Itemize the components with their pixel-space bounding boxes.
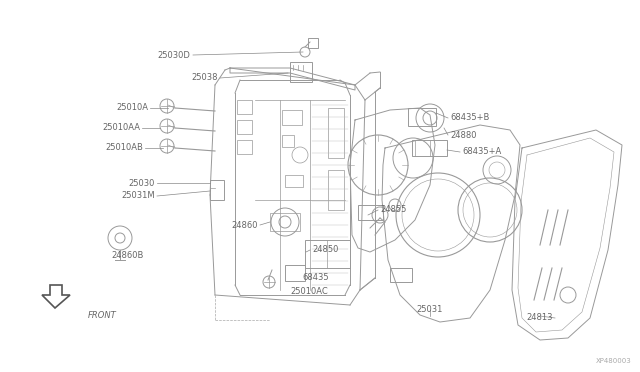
Text: 25010A: 25010A xyxy=(116,103,148,112)
Bar xyxy=(237,120,252,134)
Bar xyxy=(282,135,294,147)
Bar xyxy=(328,170,344,210)
Bar xyxy=(210,180,224,200)
Bar xyxy=(390,268,412,282)
Text: XP480003: XP480003 xyxy=(596,358,632,364)
Text: 24860B: 24860B xyxy=(112,250,144,260)
Bar xyxy=(237,100,252,114)
Bar xyxy=(408,108,436,126)
Bar xyxy=(282,110,302,125)
Bar xyxy=(285,175,303,187)
Text: 24860: 24860 xyxy=(232,221,258,230)
Bar xyxy=(358,205,383,220)
Text: 25010AB: 25010AB xyxy=(105,144,143,153)
Text: 68435+B: 68435+B xyxy=(450,113,490,122)
Text: 25010AA: 25010AA xyxy=(102,124,140,132)
Bar xyxy=(305,240,350,268)
Text: 24850: 24850 xyxy=(312,246,339,254)
Bar xyxy=(290,62,312,82)
Bar xyxy=(412,140,447,156)
Text: 25030: 25030 xyxy=(129,179,155,187)
Text: 25031M: 25031M xyxy=(122,192,155,201)
Text: 25030D: 25030D xyxy=(157,51,190,60)
Text: 68435+A: 68435+A xyxy=(462,148,501,157)
Text: 25038: 25038 xyxy=(191,74,218,83)
Bar xyxy=(328,108,344,158)
Bar xyxy=(270,213,300,231)
Text: FRONT: FRONT xyxy=(88,311,116,321)
Text: 25031: 25031 xyxy=(417,305,443,314)
Text: 24813: 24813 xyxy=(527,314,553,323)
Bar xyxy=(285,265,305,281)
Text: 24855: 24855 xyxy=(380,205,406,215)
Text: 68435: 68435 xyxy=(302,273,328,282)
Bar xyxy=(237,140,252,154)
Bar xyxy=(308,38,318,48)
Text: 25010AC: 25010AC xyxy=(290,288,328,296)
Text: 24880: 24880 xyxy=(450,131,477,140)
